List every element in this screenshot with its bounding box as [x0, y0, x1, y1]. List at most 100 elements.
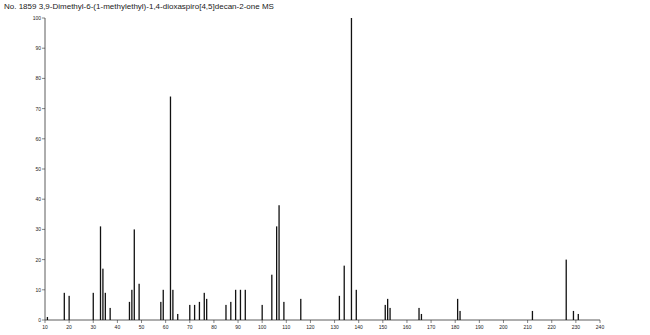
y-tick-label: 100 [33, 15, 42, 21]
x-tick [431, 320, 432, 323]
y-tick-label: 90 [35, 45, 41, 51]
y-tick [42, 18, 45, 19]
peak [262, 305, 263, 320]
x-tick-label: 110 [282, 324, 290, 330]
x-tick-label: 50 [139, 324, 145, 330]
x-tick-label: 200 [499, 324, 508, 330]
peak [194, 305, 195, 320]
x-tick [551, 320, 552, 323]
peak [532, 311, 533, 320]
x-tick [527, 320, 528, 323]
x-tick [358, 320, 359, 323]
x-tick [45, 320, 46, 323]
peak [206, 299, 207, 320]
x-tick-label: 30 [90, 324, 96, 330]
peak [459, 311, 460, 320]
x-tick [382, 320, 383, 323]
y-tick [42, 259, 45, 260]
x-tick-label: 160 [403, 324, 412, 330]
peak [418, 308, 419, 320]
peak [230, 302, 231, 320]
y-tick-label: 50 [35, 166, 41, 172]
peak [339, 296, 340, 320]
peak [204, 293, 205, 320]
x-tick-label: 210 [523, 324, 532, 330]
peak [300, 299, 301, 320]
x-tick [575, 320, 576, 323]
y-tick [42, 48, 45, 49]
x-tick-label: 20 [66, 324, 72, 330]
x-tick-label: 10 [42, 324, 48, 330]
peak [100, 226, 101, 320]
peak [271, 275, 272, 320]
peak [245, 290, 246, 320]
x-tick [310, 320, 311, 323]
peak [64, 293, 65, 320]
x-tick [141, 320, 142, 323]
x-tick [479, 320, 480, 323]
peak [102, 269, 103, 320]
x-tick [406, 320, 407, 323]
peak [160, 302, 161, 320]
peak [131, 290, 132, 320]
y-tick [42, 108, 45, 109]
chart: No. 1859 3,9-Dimethyl-6-(1-methylethyl)-… [0, 0, 650, 335]
peak [47, 317, 48, 320]
peak [93, 293, 94, 320]
peak [356, 290, 357, 320]
y-tick [42, 289, 45, 290]
x-tick [286, 320, 287, 323]
x-tick [213, 320, 214, 323]
peak [387, 299, 388, 320]
x-tick-label: 90 [235, 324, 241, 330]
x-tick-label: 180 [451, 324, 460, 330]
x-tick-label: 190 [475, 324, 484, 330]
y-tick [42, 138, 45, 139]
peak [110, 308, 111, 320]
peak [457, 299, 458, 320]
peak [278, 205, 279, 320]
x-tick [93, 320, 94, 323]
y-tick-label: 40 [35, 196, 41, 202]
peak [199, 302, 200, 320]
x-tick-label: 60 [163, 324, 169, 330]
x-tick [334, 320, 335, 323]
bars [47, 18, 579, 320]
x-tick [262, 320, 263, 323]
peak [344, 266, 345, 320]
x-tick-label: 220 [548, 324, 557, 330]
y-tick-label: 20 [35, 257, 41, 263]
x-tick [165, 320, 166, 323]
y-tick [42, 169, 45, 170]
x-tick [117, 320, 118, 323]
x-tick [600, 320, 601, 323]
peak [389, 308, 390, 320]
x-tick-label: 100 [258, 324, 267, 330]
peak [276, 226, 277, 320]
peak [105, 293, 106, 320]
x-tick-label: 80 [211, 324, 217, 330]
y-tick [42, 199, 45, 200]
y-tick-label: 30 [35, 226, 41, 232]
peak [421, 314, 422, 320]
y-tick [42, 78, 45, 79]
peak [172, 290, 173, 320]
y-tick-label: 60 [35, 136, 41, 142]
x-tick [455, 320, 456, 323]
y-tick-label: 0 [38, 317, 41, 323]
x-tick-label: 40 [115, 324, 121, 330]
x-tick-label: 150 [379, 324, 388, 330]
peak [163, 290, 164, 320]
peak [578, 314, 579, 320]
peak [138, 284, 139, 320]
peak [177, 314, 178, 320]
x-tick-label: 140 [355, 324, 364, 330]
x-axis [45, 320, 600, 321]
peak [566, 260, 567, 320]
x-tick-label: 130 [330, 324, 339, 330]
y-tick-label: 10 [35, 287, 41, 293]
x-tick [189, 320, 190, 323]
x-tick-label: 240 [596, 324, 605, 330]
peak [134, 229, 135, 320]
title: No. 1859 3,9-Dimethyl-6-(1-methylethyl)-… [4, 2, 274, 11]
